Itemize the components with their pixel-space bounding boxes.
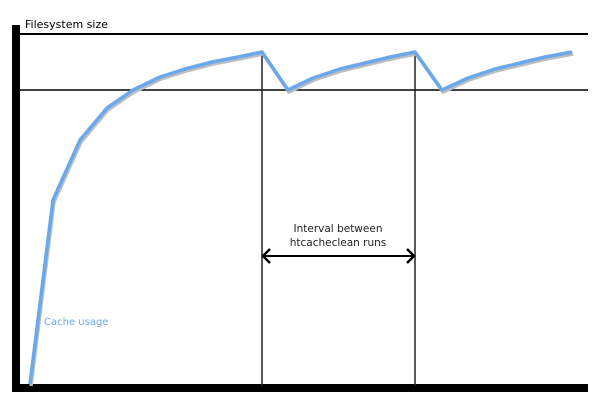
cache-usage-curve-shadow — [29, 52, 574, 387]
curve-label: Cache usage — [44, 317, 108, 328]
interval-label-line2: htcacheclean runs — [290, 237, 387, 249]
y-axis-label: Filesystem size — [25, 18, 108, 31]
interval-arrow — [261, 248, 416, 264]
cache-usage-curve — [28, 50, 573, 385]
interval-label-line1: Interval between — [294, 223, 383, 235]
